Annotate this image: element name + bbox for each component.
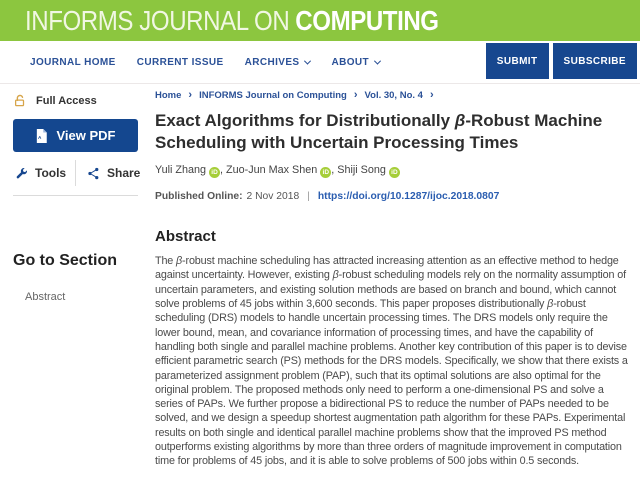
goto-section-heading: Go to Section [13, 252, 117, 269]
goto-section-list: Abstract [13, 291, 150, 303]
breadcrumb-item[interactable]: INFORMS Journal on Computing [199, 90, 347, 101]
title-text: Exact Algorithms for Distributionally [155, 111, 455, 130]
vertical-divider [75, 160, 76, 186]
nav-item-current-issue[interactable]: CURRENT ISSUE [137, 57, 224, 68]
access-status: Full Access [13, 94, 150, 108]
beta-symbol: β [176, 255, 183, 268]
published-online-label: Published Online: [155, 191, 243, 203]
abstract-segment: -robust machine scheduling has attracted… [155, 255, 619, 282]
breadcrumb-separator-icon: › [353, 88, 358, 101]
author-list: Yuli Zhang iD, Zuo-Jun Max Shen iD, Shiji … [155, 164, 632, 179]
subscribe-button[interactable]: SUBSCRIBE [552, 43, 637, 79]
nav-item-label: ARCHIVES [244, 56, 300, 68]
journal-brand-light: INFORMS JOURNAL ON [25, 4, 290, 36]
view-pdf-button[interactable]: A View PDF [13, 119, 138, 152]
nav-item-journal-home[interactable]: JOURNAL HOME [30, 57, 116, 68]
tools-row: Tools Share [13, 159, 150, 187]
tools-button[interactable]: Tools [13, 166, 70, 180]
author: Zuo-Jun Max Shen iD [226, 164, 332, 179]
abstract-heading: Abstract [155, 228, 216, 246]
breadcrumb-item[interactable]: Vol. 30, No. 4 [364, 90, 423, 101]
title-text: Scheduling with Uncertain Processing Tim… [155, 133, 519, 153]
author-name-link[interactable]: Yuli Zhang [155, 164, 207, 177]
author-name-link[interactable]: Shiji Song [337, 164, 386, 177]
nav-item-label: ABOUT [331, 56, 370, 68]
journal-navbar: JOURNAL HOME CURRENT ISSUE ARCHIVES ABOUT S… [0, 41, 640, 84]
author-name-link[interactable]: Zuo-Jun Max Shen [226, 164, 318, 177]
nav-item-about[interactable]: ABOUT [331, 56, 382, 68]
nav-item-label: CURRENT ISSUE [136, 56, 224, 68]
journal-brand-bold: COMPUTING [295, 4, 439, 36]
abstract-segment: The [155, 255, 177, 268]
abstract-segment: -robust scheduling models rely on the no… [155, 269, 626, 311]
nav-buttons: SUBMIT SUBSCRIBE [485, 41, 640, 83]
share-label: Share [107, 166, 141, 180]
access-label: Full Access [36, 95, 97, 107]
abstract-text: The β-robust machine scheduling has attr… [155, 254, 632, 468]
breadcrumb-separator-icon: › [188, 88, 193, 101]
svg-text:A: A [38, 134, 42, 139]
journal-masthead: INFORMS JOURNAL ON COMPUTING [0, 0, 640, 41]
sidebar: Full Access A View PDF [0, 84, 150, 486]
title-text: -Robust Machine [465, 111, 603, 130]
article-main: Home › INFORMS Journal on Computing › Vol. 3… [150, 84, 640, 486]
author: Shiji Song iD [337, 164, 400, 179]
nav-items: JOURNAL HOME CURRENT ISSUE ARCHIVES ABOUT [0, 41, 382, 83]
beta-symbol: β [547, 298, 554, 311]
orcid-icon[interactable]: iD [388, 167, 400, 179]
share-icon [87, 167, 100, 180]
publication-info: Published Online: 2 Nov 2018 | https://d… [155, 191, 632, 202]
beta-symbol: β [332, 269, 339, 282]
article-title: Exact Algorithms for Distributionally β-… [155, 110, 632, 154]
nav-item-archives[interactable]: ARCHIVES [244, 56, 312, 68]
abstract-segment: -robust scheduling (DRS) models to handl… [155, 298, 628, 468]
author: Yuli Zhang iD [155, 164, 221, 179]
orcid-icon[interactable]: iD [209, 167, 221, 179]
published-date: 2 Nov 2018 [246, 191, 300, 203]
tools-label: Tools [35, 166, 67, 180]
share-button[interactable]: Share [87, 166, 140, 180]
submit-button[interactable]: SUBMIT [485, 43, 549, 79]
beta-symbol: β [454, 111, 466, 130]
chevron-down-icon [374, 57, 382, 65]
nav-item-label: JOURNAL HOME [30, 56, 116, 68]
author-separator: , [220, 164, 227, 177]
journal-brand: INFORMS JOURNAL ON COMPUTING [25, 5, 439, 37]
pdf-file-icon: A [35, 128, 48, 143]
unlock-icon [13, 94, 27, 108]
view-pdf-label: View PDF [56, 128, 116, 143]
wrench-icon [15, 167, 28, 180]
chevron-down-icon [304, 57, 312, 65]
author-separator: , [331, 164, 338, 177]
content-area: Full Access A View PDF [0, 84, 640, 486]
goto-item-abstract[interactable]: Abstract [25, 291, 66, 303]
breadcrumb-separator-icon: › [429, 88, 434, 101]
breadcrumb: Home › INFORMS Journal on Computing › Vol. 3… [155, 88, 632, 101]
orcid-icon[interactable]: iD [320, 167, 332, 179]
pipe-divider: | [307, 191, 310, 203]
doi-link[interactable]: https://doi.org/10.1287/ijoc.2018.0807 [317, 191, 500, 203]
sidebar-divider [13, 195, 138, 196]
breadcrumb-item[interactable]: Home [155, 90, 182, 101]
